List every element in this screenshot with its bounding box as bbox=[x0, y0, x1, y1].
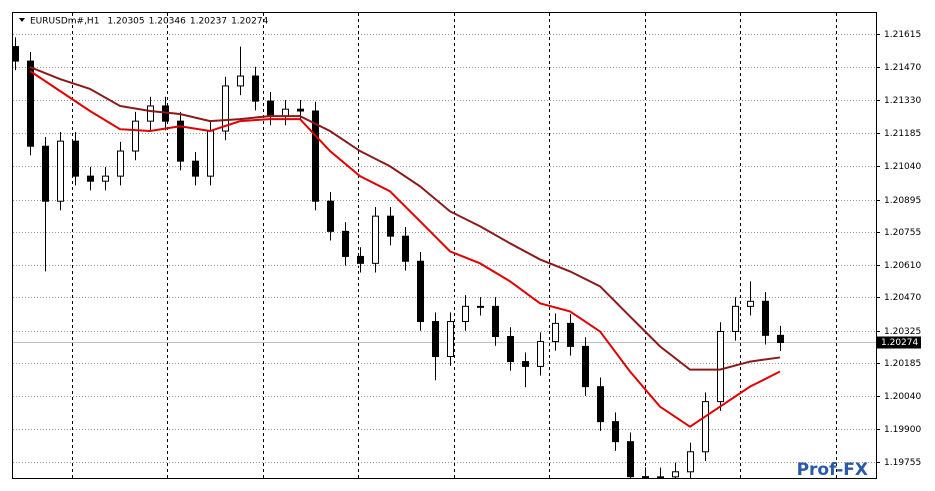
candle-body bbox=[507, 335, 514, 363]
candle-body bbox=[732, 305, 739, 332]
y-tick-label: 1.20470 bbox=[884, 293, 921, 303]
candle-body bbox=[762, 300, 769, 336]
candle-body bbox=[312, 110, 319, 202]
y-tick-label: 1.21040 bbox=[884, 162, 921, 172]
candle-body bbox=[627, 441, 634, 478]
candle-body bbox=[357, 255, 364, 264]
candle-body bbox=[492, 305, 499, 337]
dropdown-icon[interactable] bbox=[19, 18, 25, 22]
y-tick-label: 1.20895 bbox=[884, 196, 921, 206]
candle-body bbox=[72, 140, 79, 177]
candle-body bbox=[102, 175, 109, 182]
candle-body bbox=[687, 451, 694, 473]
candle-body bbox=[582, 345, 589, 388]
last-price-label: 1.20274 bbox=[881, 338, 918, 348]
candle-body bbox=[747, 300, 754, 307]
candle-body bbox=[87, 175, 94, 182]
candle-body bbox=[612, 421, 619, 443]
candle-body bbox=[372, 215, 379, 264]
candle-body bbox=[327, 200, 334, 232]
candle-body bbox=[777, 334, 784, 343]
header-value: 1.20274 bbox=[231, 17, 268, 27]
candle-body bbox=[702, 401, 709, 453]
candle-body bbox=[447, 321, 454, 358]
candle-body bbox=[57, 140, 64, 202]
candle-body bbox=[342, 230, 349, 257]
last-price-box bbox=[877, 336, 921, 349]
candle-body bbox=[147, 105, 154, 122]
candle-body bbox=[252, 75, 259, 102]
candle-body bbox=[27, 60, 34, 147]
candle-body bbox=[132, 120, 139, 152]
candle-body bbox=[177, 120, 184, 162]
candle-body bbox=[267, 100, 274, 117]
candle-body bbox=[597, 386, 604, 423]
candle-body bbox=[207, 130, 214, 177]
candle-body bbox=[567, 322, 574, 347]
candle-body bbox=[552, 322, 559, 343]
candle-body bbox=[297, 108, 304, 112]
y-tick-label: 1.20755 bbox=[884, 228, 921, 238]
candle-body bbox=[417, 260, 424, 323]
candle-body bbox=[13, 46, 19, 62]
y-tick-label: 1.20040 bbox=[884, 392, 921, 402]
candle-body bbox=[537, 341, 544, 367]
header-value: 1.20237 bbox=[190, 17, 227, 27]
plot-frame bbox=[12, 12, 877, 479]
candle-body bbox=[717, 330, 724, 403]
candle-body bbox=[642, 476, 649, 478]
y-tick-label: 1.19755 bbox=[884, 458, 921, 468]
symbol: EURUSDm#,H1 bbox=[30, 17, 99, 27]
header-value: 1.20305 bbox=[107, 17, 144, 27]
moving-average bbox=[29, 66, 781, 371]
candle-body bbox=[282, 108, 289, 117]
moving-average bbox=[29, 70, 781, 428]
candle-body bbox=[387, 215, 394, 237]
y-tick-label: 1.21615 bbox=[884, 30, 921, 40]
header-value: 1.20346 bbox=[149, 17, 186, 27]
watermark: Prof-FX bbox=[797, 460, 868, 480]
candle-body bbox=[477, 305, 484, 308]
y-tick-label: 1.19900 bbox=[884, 425, 921, 435]
candle-body bbox=[522, 361, 529, 367]
candle-body bbox=[402, 235, 409, 262]
candle-body bbox=[117, 150, 124, 177]
candle-body bbox=[657, 476, 664, 478]
candle-body bbox=[192, 160, 199, 177]
y-tick-label: 1.21185 bbox=[884, 129, 921, 139]
y-tick-label: 1.20610 bbox=[884, 261, 921, 271]
candle-body bbox=[237, 75, 244, 87]
candle-body bbox=[462, 305, 469, 323]
candle-body bbox=[42, 145, 49, 202]
y-tick-label: 1.21330 bbox=[884, 96, 921, 106]
candle-body bbox=[222, 85, 229, 132]
y-tick-label: 1.20325 bbox=[884, 327, 921, 337]
candle-body bbox=[432, 321, 439, 358]
y-tick-label: 1.20185 bbox=[884, 359, 921, 369]
y-tick-label: 1.21470 bbox=[884, 63, 921, 73]
candle-body bbox=[672, 471, 679, 478]
